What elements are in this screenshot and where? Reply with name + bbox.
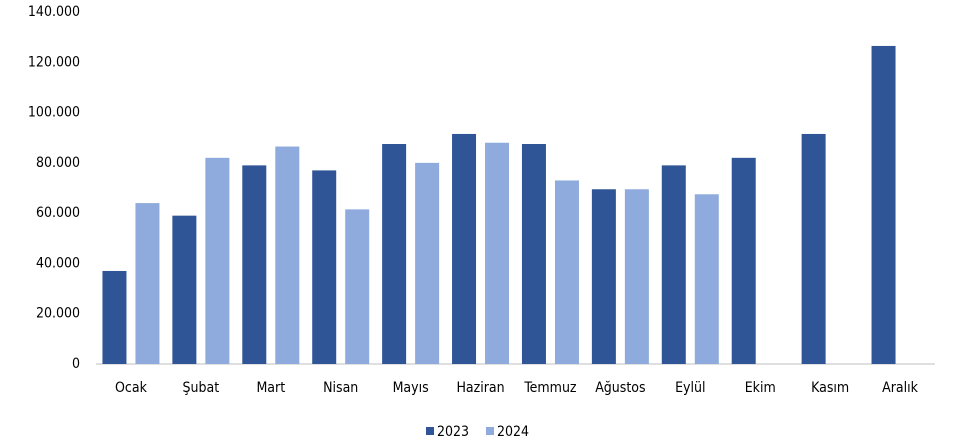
y-tick-label: 140.000 [28, 4, 80, 20]
x-tick-label: Mart [256, 380, 285, 396]
legend-label: 2023 [437, 424, 469, 440]
x-tick-label: Haziran [456, 380, 504, 396]
y-tick-label: 20.000 [36, 306, 80, 322]
bar [731, 157, 756, 364]
bar [205, 157, 230, 364]
x-tick-label: Mayıs [393, 380, 429, 396]
x-tick-label: Ağustos [595, 380, 645, 396]
bar [102, 270, 127, 364]
bar [452, 133, 477, 364]
x-tick-label: Ocak [115, 380, 148, 396]
x-tick-label: Şubat [183, 380, 220, 396]
x-tick-label: Kasım [811, 380, 849, 396]
bar [242, 165, 267, 364]
y-tick-label: 100.000 [28, 105, 80, 121]
x-tick-label: Aralık [882, 380, 919, 396]
y-tick-label: 0 [72, 356, 80, 372]
x-tick-label: Nisan [323, 380, 358, 396]
bar [172, 215, 197, 364]
x-tick-label: Eylül [675, 380, 705, 396]
x-tick-label: Ekim [745, 380, 776, 396]
y-tick-label: 40.000 [36, 255, 80, 271]
bar [345, 209, 370, 364]
bar [591, 189, 616, 364]
legend-swatch [426, 427, 434, 435]
bar [135, 203, 160, 364]
bar [554, 180, 579, 364]
bar [661, 165, 686, 364]
y-tick-label: 60.000 [36, 205, 80, 221]
legend-label: 2024 [497, 424, 529, 440]
bar [624, 189, 649, 364]
bar [521, 144, 546, 364]
x-tick-label: Temmuz [523, 380, 577, 396]
bar [694, 194, 719, 364]
legend-swatch [486, 427, 494, 435]
bar [871, 45, 896, 364]
bar [485, 142, 510, 364]
bar [312, 170, 337, 364]
y-tick-label: 80.000 [36, 155, 80, 171]
bar [382, 144, 407, 364]
bar [275, 146, 300, 364]
y-tick-label: 120.000 [28, 54, 80, 70]
bar [415, 162, 440, 364]
bar [801, 133, 826, 364]
